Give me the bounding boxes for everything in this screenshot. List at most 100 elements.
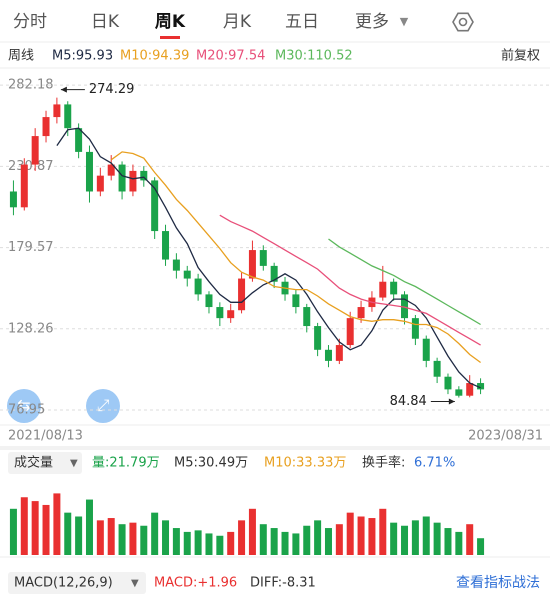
volume-bar xyxy=(205,533,213,555)
volume-bar xyxy=(303,525,311,555)
ma-header-item: M10:94.39 xyxy=(120,49,189,64)
expand-button[interactable] xyxy=(86,389,120,423)
volume-bar xyxy=(140,525,148,555)
volume-bar xyxy=(9,508,17,555)
period-label: 周线 xyxy=(8,49,34,64)
dropdown-arrow: ▼ xyxy=(70,458,78,469)
volume-bar xyxy=(390,522,398,555)
volume-bar xyxy=(314,520,322,555)
candle-body xyxy=(85,151,93,192)
ma-line xyxy=(219,214,481,346)
volume-bar xyxy=(216,535,224,555)
collapse-button[interactable] xyxy=(7,389,41,423)
volume-bar xyxy=(107,518,115,555)
volume-bar xyxy=(20,497,28,555)
candle-body xyxy=(259,250,267,266)
low-arrowhead xyxy=(448,398,455,405)
high-label: 274.29 xyxy=(89,82,134,97)
ma-header-item: M30:110.52 xyxy=(275,49,353,64)
ma-header-item: M20:97.54 xyxy=(196,49,265,64)
volume-label: 成交量 xyxy=(14,455,53,471)
candle-body xyxy=(53,104,61,118)
candle-body xyxy=(183,270,191,279)
volume-bar xyxy=(401,525,409,555)
candle-body xyxy=(270,265,278,282)
dropdown-arrow: ▼ xyxy=(131,578,139,589)
tab[interactable]: 周K xyxy=(155,12,186,32)
candle-body xyxy=(357,307,365,319)
candle-body xyxy=(96,175,104,192)
volume-bar xyxy=(411,520,419,555)
tab[interactable]: 更多 xyxy=(355,12,389,32)
candle-body xyxy=(314,326,322,350)
settings-icon[interactable] xyxy=(452,12,474,32)
candle-body xyxy=(444,376,452,390)
candle-body xyxy=(346,318,354,346)
volume-bar xyxy=(85,499,93,555)
ma-line xyxy=(56,127,481,389)
candle-body xyxy=(238,278,246,311)
candle-body xyxy=(292,294,300,308)
candle-body xyxy=(129,170,137,192)
volume-bar xyxy=(183,531,191,555)
volume-bar xyxy=(335,524,343,555)
macd-value: MACD:+1.96 xyxy=(154,576,237,591)
tab[interactable]: 分时 xyxy=(13,12,47,32)
volume-header-item: M10:33.33万 xyxy=(264,456,346,471)
volume-bar xyxy=(324,528,332,555)
volume-header-item: 量:21.79万 xyxy=(92,456,160,471)
volume-bar xyxy=(172,528,180,555)
candle-body xyxy=(401,294,409,319)
volume-header-item: 换手率: xyxy=(362,455,405,471)
x-start: 2021/08/13 xyxy=(8,429,83,444)
adjust-label[interactable]: 前复权 xyxy=(501,48,540,64)
volume-bar xyxy=(53,493,61,555)
volume-bar xyxy=(466,524,474,555)
volume-bar xyxy=(368,518,376,555)
candle-body xyxy=(151,180,159,232)
candle-body xyxy=(172,259,180,271)
candle-body xyxy=(216,307,224,319)
macd-selector[interactable] xyxy=(8,572,146,594)
candle-body xyxy=(118,164,126,192)
high-arrowhead xyxy=(60,86,67,93)
x-end: 2023/08/31 xyxy=(468,429,543,444)
volume-bar xyxy=(379,508,387,555)
volume-bar xyxy=(75,516,83,555)
ma-line xyxy=(110,151,481,364)
ma-header-item: M5:95.93 xyxy=(52,49,113,64)
candle-body xyxy=(466,383,474,396)
volume-bar xyxy=(162,520,170,555)
candle-body xyxy=(324,349,332,361)
volume-bar xyxy=(292,533,300,555)
y-tick-label: 76.95 xyxy=(8,403,45,418)
candle-body xyxy=(477,383,485,390)
candle-body xyxy=(64,104,72,129)
candle-body xyxy=(31,136,39,165)
volume-bar xyxy=(129,522,137,555)
settings-hex xyxy=(452,12,474,32)
turnover-value: 6.71% xyxy=(414,456,455,471)
candle-body xyxy=(205,294,213,308)
candle-body xyxy=(107,164,115,176)
volume-bar xyxy=(259,524,267,555)
volume-selector[interactable] xyxy=(8,452,82,474)
candle-body xyxy=(379,281,387,298)
candle-body xyxy=(140,170,148,181)
candle-body xyxy=(20,164,28,208)
volume-bar xyxy=(270,528,278,555)
dropdown-arrow: ▼ xyxy=(400,15,409,28)
tab[interactable]: 五日 xyxy=(285,12,319,32)
volume-bar xyxy=(433,522,441,555)
tab[interactable]: 月K xyxy=(223,12,252,32)
candle-body xyxy=(390,281,398,295)
candle-body xyxy=(42,117,50,137)
indicator-link[interactable]: 查看指标战法 xyxy=(456,575,540,591)
candle-body xyxy=(335,345,343,361)
candle-body xyxy=(248,250,256,279)
y-tick-label: 179.57 xyxy=(8,240,54,255)
tab[interactable]: 日K xyxy=(91,12,120,32)
volume-bar xyxy=(477,538,485,555)
